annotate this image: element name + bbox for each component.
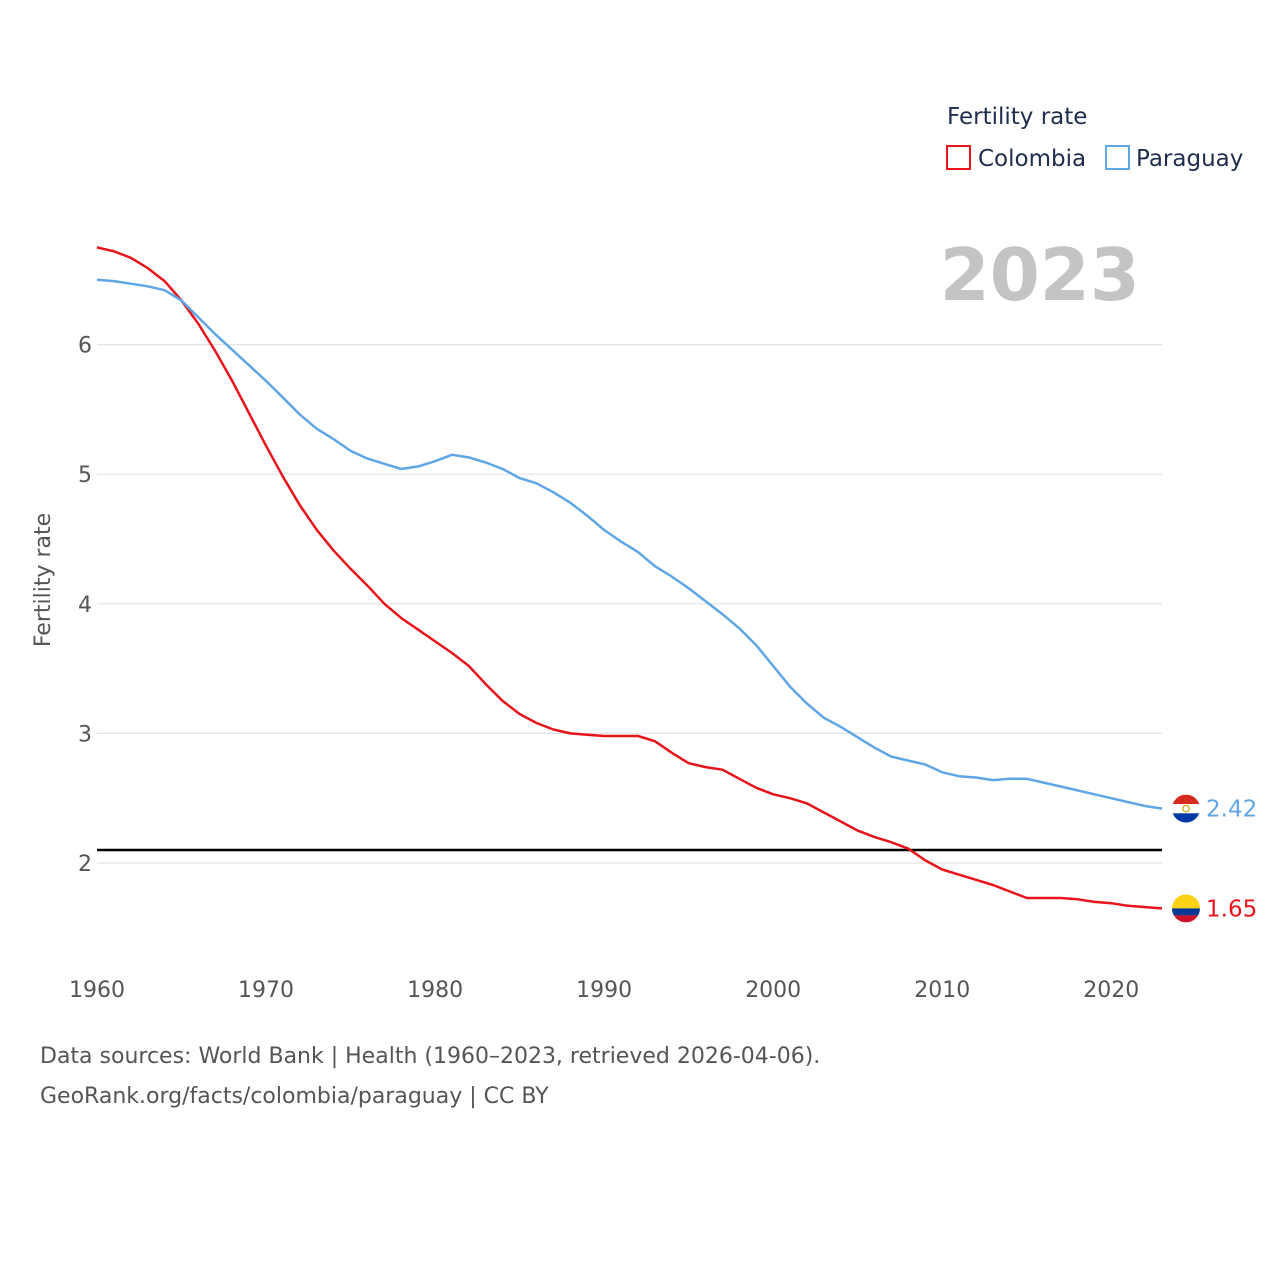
x-tick-label-2020: 2020	[1083, 978, 1139, 1003]
legend-title: Fertility rate	[947, 104, 1087, 130]
paraguay-line[interactable]	[96, 278, 1163, 810]
legend-entry-colombia[interactable]: Colombia	[946, 145, 1086, 172]
y-axis-title: Fertility rate	[31, 513, 56, 647]
paraguay-end-value: 2.42	[1206, 797, 1257, 823]
legend-swatch-colombia	[946, 145, 971, 170]
colombia-end-marker: 1.65	[1172, 894, 1257, 923]
colombia-flag-icon	[1172, 894, 1200, 923]
y-tick-label-4: 4	[78, 593, 92, 618]
legend-label-colombia: Colombia	[978, 146, 1086, 172]
x-tick-label-1980: 1980	[407, 978, 463, 1003]
series-lines	[96, 246, 1163, 910]
gridlines	[97, 344, 1162, 864]
year-label: 2023	[940, 233, 1140, 317]
y-tick-label-6: 6	[78, 334, 92, 359]
legend-label-paraguay: Paraguay	[1136, 146, 1243, 172]
colombia-end-value: 1.65	[1206, 896, 1257, 922]
x-tick-label-1970: 1970	[238, 978, 294, 1003]
x-tick-label-1990: 1990	[576, 978, 632, 1003]
y-tick-label-2: 2	[78, 852, 92, 877]
legend-swatch-paraguay	[1105, 145, 1130, 170]
x-tick-label-2000: 2000	[745, 978, 801, 1003]
x-tick-label-2010: 2010	[914, 978, 970, 1003]
paraguay-end-marker: 2.42	[1172, 794, 1257, 823]
legend-entry-paraguay[interactable]: Paraguay	[1105, 145, 1243, 172]
y-tick-label-5: 5	[78, 463, 92, 488]
footer-sources: Data sources: World Bank | Health (1960–…	[40, 1044, 821, 1069]
paraguay-flag-icon	[1172, 794, 1200, 823]
legend: Fertility rate Colombia Paraguay	[946, 104, 1243, 172]
colombia-line[interactable]	[96, 246, 1163, 910]
y-tick-label-3: 3	[78, 722, 92, 747]
x-axis-ticks: 1960 1970 1980 1990 2000 2010 2020	[69, 978, 1139, 1003]
y-axis-ticks: 2 3 4 5 6	[78, 334, 92, 877]
footer-attribution[interactable]: GeoRank.org/facts/colombia/paraguay | CC…	[40, 1084, 549, 1109]
x-tick-label-1960: 1960	[69, 978, 125, 1003]
